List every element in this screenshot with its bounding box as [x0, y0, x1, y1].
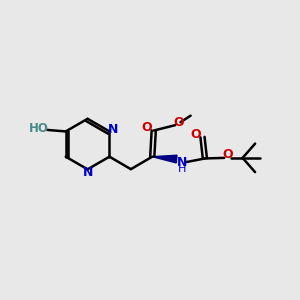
Polygon shape: [152, 155, 177, 163]
Text: HO: HO: [29, 122, 49, 135]
Text: N: N: [82, 167, 93, 179]
Text: O: O: [173, 116, 184, 129]
Text: N: N: [108, 123, 118, 136]
Text: N: N: [177, 156, 187, 169]
Text: H: H: [178, 164, 186, 175]
Text: O: O: [190, 128, 201, 141]
Text: O: O: [222, 148, 233, 161]
Text: O: O: [141, 121, 152, 134]
